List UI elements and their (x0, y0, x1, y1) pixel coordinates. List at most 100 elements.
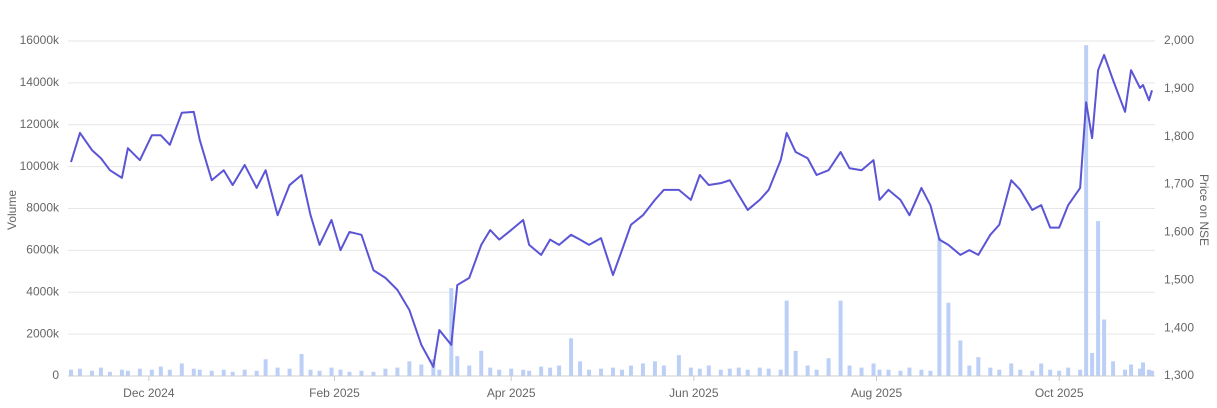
volume-bar (1123, 369, 1128, 376)
volume-bar (1141, 362, 1146, 376)
volume-bar (338, 369, 343, 376)
y-tick-label: 4000k (26, 284, 60, 298)
volume-bar (68, 369, 73, 376)
volume-bar (125, 370, 130, 376)
volume-bar (383, 368, 388, 376)
volume-bar (1090, 352, 1095, 376)
y-tick-label: 14000k (20, 75, 60, 89)
y-tick-label: 8000k (26, 201, 60, 215)
y2-tick-label: 1,300 (1164, 368, 1194, 382)
volume-bar (1147, 369, 1152, 376)
volume-bar (1030, 370, 1035, 376)
volume-bar (652, 361, 657, 376)
volume-bar (676, 355, 681, 376)
volume-bar (1129, 364, 1134, 376)
volume-bar (347, 371, 352, 376)
volume-bar (766, 368, 771, 376)
bars (68, 45, 1155, 376)
y-tick-label: 10000k (20, 159, 60, 173)
volume-bar (847, 365, 852, 376)
volume-bar (871, 363, 876, 376)
volume-bar (167, 369, 172, 376)
volume-bar (988, 367, 993, 376)
volume-bar (946, 302, 951, 376)
y2-tick-label: 1,700 (1164, 177, 1194, 191)
volume-bar (254, 370, 259, 376)
volume-bar (661, 365, 666, 376)
y2-tick-label: 1,800 (1164, 129, 1194, 143)
volume-bar (640, 363, 645, 376)
volume-bar (371, 371, 376, 376)
volume-bar (745, 369, 750, 376)
volume-bar (455, 356, 460, 376)
volume-bar (275, 367, 280, 376)
volume-bar (793, 350, 798, 376)
volume-bar (877, 369, 882, 376)
volume-bar (557, 365, 562, 376)
volume-bar (784, 300, 789, 376)
volume-bar (299, 354, 304, 376)
volume-bar (1138, 368, 1143, 376)
volume-bar (221, 369, 226, 376)
volume-bar (1084, 45, 1089, 376)
volume-bar (1039, 363, 1044, 376)
volume-bar (209, 370, 214, 376)
y-axis-title: Volume (5, 190, 19, 230)
volume-bar (898, 370, 903, 376)
volume-bar (1150, 370, 1155, 376)
volume-bar (958, 340, 963, 376)
volume-bar (521, 369, 526, 376)
volume-bar (1057, 370, 1062, 376)
volume-bar (407, 361, 412, 376)
x-tick-label: Oct 2025 (1035, 386, 1084, 400)
volume-bar (928, 370, 933, 376)
y-tick-label: 2000k (26, 326, 60, 340)
volume-bar (757, 367, 762, 376)
volume-bar (419, 364, 424, 376)
volume-bar (329, 367, 334, 376)
volume-bar (158, 366, 163, 376)
volume-bar (727, 368, 732, 376)
volume-bar (1102, 319, 1107, 376)
volume-bar (628, 365, 633, 376)
volume-bar (805, 365, 810, 376)
x-tick-label: Apr 2025 (487, 386, 536, 400)
volume-bar (967, 365, 972, 376)
volume-bar (1096, 221, 1101, 376)
volume-bar (539, 366, 544, 376)
volume-bar (509, 368, 514, 376)
volume-bar (308, 369, 313, 376)
y2-tick-label: 1,500 (1164, 272, 1194, 286)
y2-tick-label: 1,600 (1164, 225, 1194, 239)
volume-bar (569, 338, 574, 376)
volume-bar (599, 368, 604, 376)
volume-bar (191, 368, 196, 376)
y-tick-label: 12000k (20, 117, 60, 131)
volume-bar (859, 367, 864, 376)
volume-bar (395, 367, 400, 376)
volume-bar (688, 367, 693, 376)
y-tick-label: 6000k (26, 243, 60, 257)
volume-bar (77, 368, 82, 376)
volume-bar (778, 369, 783, 376)
lines (70, 53, 1153, 368)
volume-bar (98, 367, 103, 376)
volume-bar (907, 367, 912, 376)
x-tick-label: Dec 2024 (123, 386, 175, 400)
x-tick-label: Aug 2025 (851, 386, 903, 400)
volume-bar (706, 365, 711, 376)
volume-bar (119, 369, 124, 376)
volume-bar (197, 369, 202, 376)
volume-bar (697, 368, 702, 376)
volume-bar (107, 371, 112, 376)
volume-bar (1048, 369, 1053, 376)
y-tick-label: 16000k (20, 33, 60, 47)
volume-bar (317, 370, 322, 376)
volume-bar (1078, 369, 1083, 376)
volume-bar (1009, 363, 1014, 376)
y2-tick-label: 2,000 (1164, 33, 1194, 47)
x-tick-label: Jun 2025 (669, 386, 719, 400)
y-tick-label: 0 (52, 368, 59, 382)
volume-bar (619, 369, 624, 376)
volume-bar (587, 369, 592, 376)
